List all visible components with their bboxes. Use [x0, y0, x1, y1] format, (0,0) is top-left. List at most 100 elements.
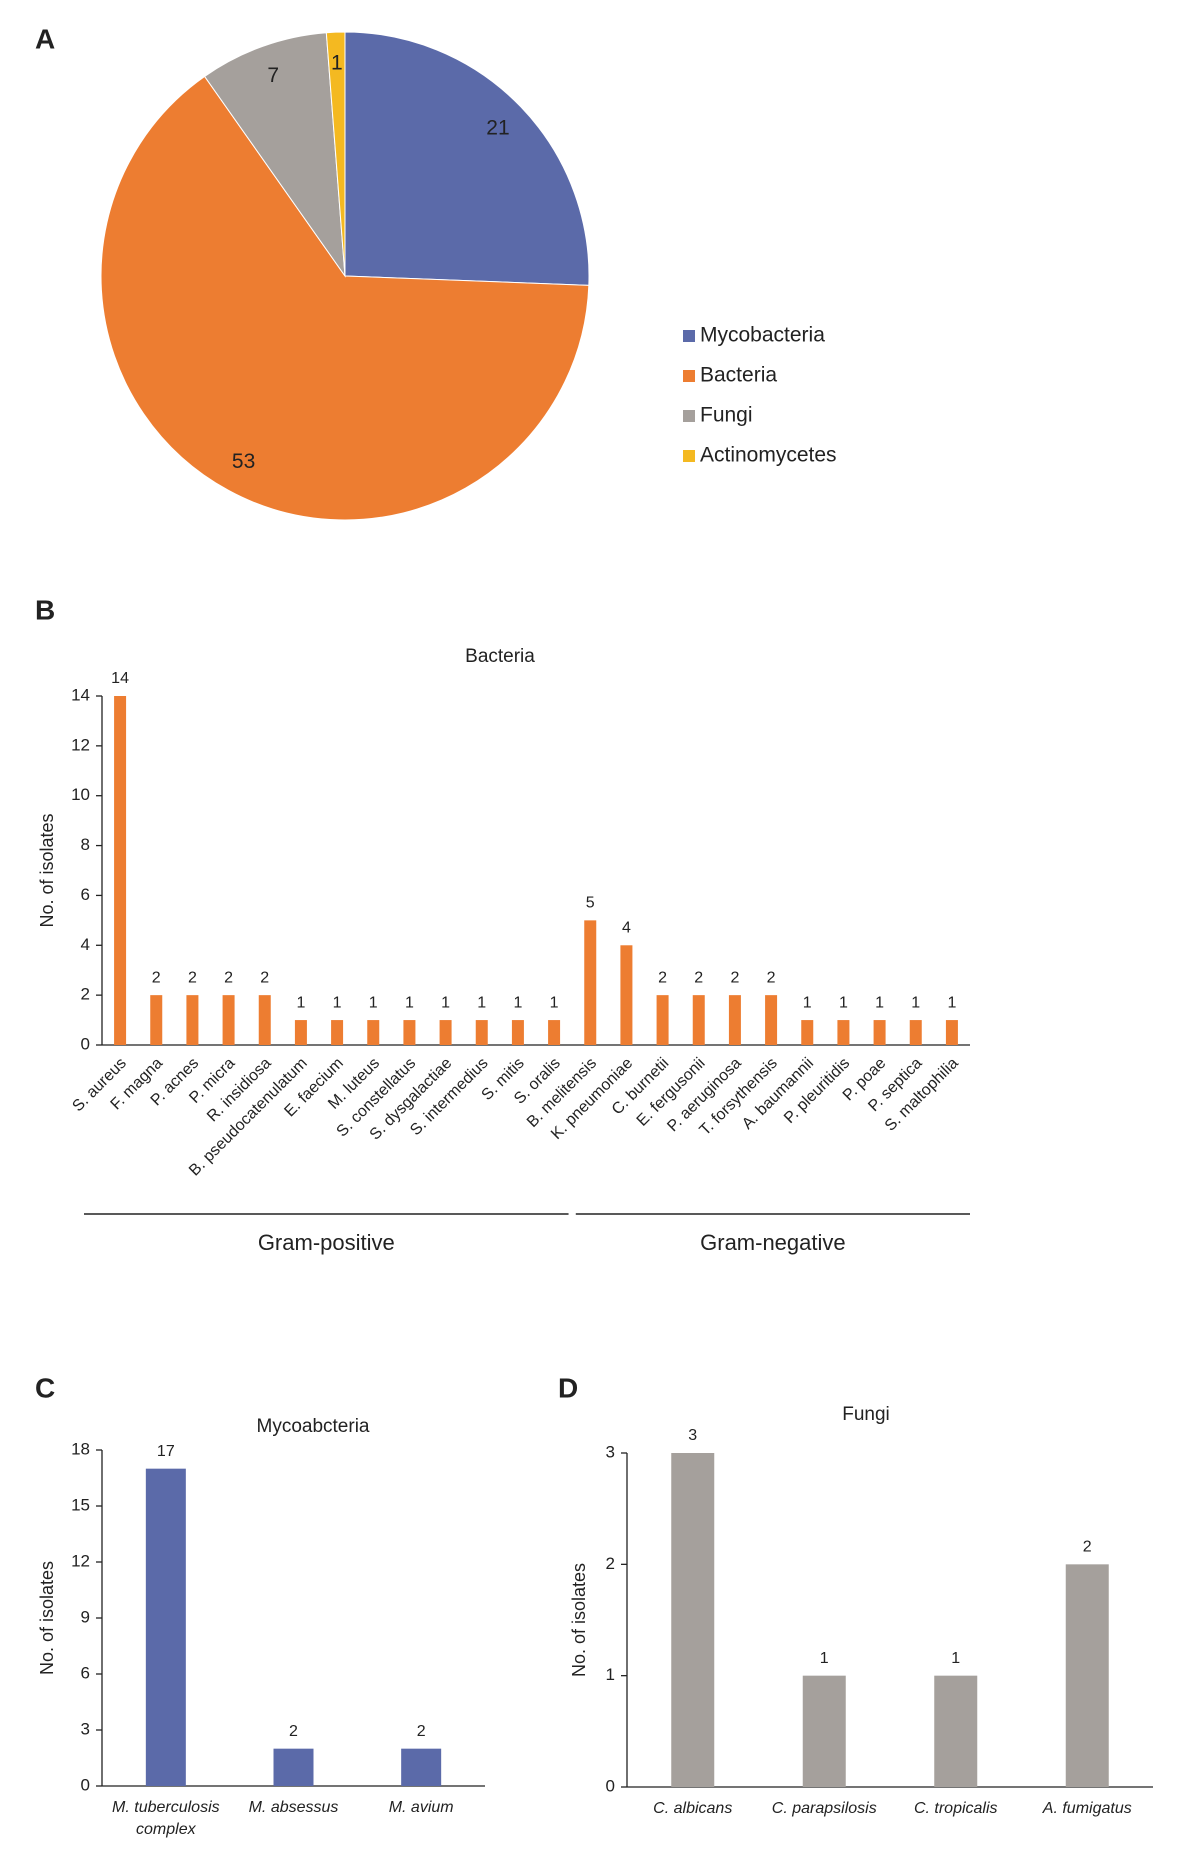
- y-tick-label: 4: [81, 935, 90, 954]
- legend-label: Actinomycetes: [700, 444, 837, 467]
- y-tick-label: 6: [81, 1663, 90, 1682]
- bar: [331, 1020, 344, 1045]
- legend-label: Fungi: [700, 404, 753, 427]
- bar: [114, 696, 127, 1045]
- bar: [656, 995, 669, 1045]
- bar: [801, 1020, 814, 1045]
- x-tick-label-line: C. albicans: [653, 1800, 732, 1817]
- chart-title: Mycoabcteria: [257, 1416, 370, 1437]
- y-tick-label: 1: [606, 1665, 615, 1684]
- value-label: 2: [224, 969, 233, 986]
- x-tick-label: M. absessus: [249, 1799, 339, 1816]
- bar: [873, 1020, 886, 1045]
- bar: [765, 995, 778, 1045]
- legend-label: Mycobacteria: [700, 324, 825, 347]
- bar: [403, 1020, 416, 1045]
- value-label: 1: [951, 1650, 960, 1667]
- y-axis-label: No. of isolates: [569, 1563, 589, 1677]
- value-label: 2: [694, 969, 703, 986]
- value-label: 2: [767, 969, 776, 986]
- pie-slice: [203, 32, 346, 278]
- value-label: 1: [550, 994, 559, 1011]
- bar: [186, 995, 199, 1045]
- x-tick-label-line: M. avium: [389, 1799, 454, 1816]
- value-label: 2: [658, 969, 667, 986]
- y-tick-label: 3: [81, 1719, 90, 1738]
- bar: [692, 995, 705, 1045]
- y-tick-label: 0: [81, 1034, 90, 1053]
- bar: [671, 1453, 715, 1787]
- value-label: 2: [730, 969, 739, 986]
- bar: [802, 1675, 846, 1787]
- value-label: 1: [820, 1650, 829, 1667]
- legend-swatch: [683, 370, 695, 382]
- x-tick-label-line: C. tropicalis: [914, 1800, 998, 1817]
- bar: [475, 1020, 488, 1045]
- bar: [150, 995, 163, 1045]
- y-axis-label: No. of isolates: [37, 813, 57, 927]
- legend-swatch: [683, 410, 695, 422]
- slice-label: 53: [232, 450, 255, 473]
- x-tick-label: C. tropicalis: [914, 1800, 998, 1817]
- value-label: 1: [839, 994, 848, 1011]
- value-label: 4: [622, 920, 631, 937]
- value-label: 2: [188, 969, 197, 986]
- y-tick-label: 2: [81, 985, 90, 1004]
- y-tick-label: 8: [81, 835, 90, 854]
- bar: [584, 920, 597, 1045]
- bar: [548, 1020, 561, 1045]
- value-label: 1: [911, 994, 920, 1011]
- y-tick-label: 0: [606, 1776, 615, 1795]
- slice-label: 7: [267, 64, 279, 87]
- bar: [367, 1020, 380, 1045]
- value-label: 2: [152, 969, 161, 986]
- value-label: 14: [111, 670, 129, 687]
- y-tick-label: 12: [71, 735, 90, 754]
- y-tick-label: 18: [71, 1439, 90, 1458]
- bar: [934, 1675, 978, 1787]
- value-label: 1: [296, 994, 305, 1011]
- value-label: 2: [417, 1723, 426, 1740]
- panel-label: C: [35, 1372, 55, 1403]
- bar: [837, 1020, 850, 1045]
- legend-swatch: [683, 450, 695, 462]
- value-label: 1: [477, 994, 486, 1011]
- value-label: 1: [369, 994, 378, 1011]
- x-tick-label: M. tuberculosis complex: [112, 1799, 220, 1838]
- bar: [909, 1020, 922, 1045]
- y-tick-label: 15: [71, 1495, 90, 1514]
- bar: [728, 995, 741, 1045]
- bar: [511, 1020, 524, 1045]
- y-tick-label: 2: [606, 1554, 615, 1573]
- panel-label: D: [558, 1372, 578, 1403]
- y-tick-label: 9: [81, 1607, 90, 1626]
- legend-swatch: [683, 330, 695, 342]
- bar: [258, 995, 271, 1045]
- bar: [945, 1020, 958, 1045]
- x-tick-label: A. fumigatus: [1042, 1800, 1132, 1817]
- value-label: 2: [260, 969, 269, 986]
- bar: [620, 945, 633, 1045]
- x-tick-label-line: M. tuberculosis: [112, 1799, 220, 1816]
- x-tick-label: M. avium: [389, 1799, 454, 1816]
- legend-label: Bacteria: [700, 364, 777, 387]
- bar: [439, 1020, 452, 1045]
- value-label: 2: [289, 1723, 298, 1740]
- bar: [145, 1468, 186, 1786]
- pie-slice: [325, 31, 346, 277]
- bar: [222, 995, 235, 1045]
- chart-title: Fungi: [842, 1404, 890, 1425]
- y-tick-label: 3: [606, 1442, 615, 1461]
- value-label: 3: [688, 1427, 697, 1444]
- group-label: Gram-negative: [700, 1230, 846, 1255]
- y-tick-label: 0: [81, 1775, 90, 1794]
- y-axis-label: No. of isolates: [37, 1561, 57, 1675]
- value-label: 1: [333, 994, 342, 1011]
- pie-slice: [100, 75, 590, 521]
- value-label: 1: [441, 994, 450, 1011]
- slice-label: 21: [486, 116, 509, 139]
- value-label: 1: [405, 994, 414, 1011]
- x-tick-label-line: C. parapsilosis: [772, 1800, 877, 1817]
- x-tick-label-line: A. fumigatus: [1042, 1800, 1132, 1817]
